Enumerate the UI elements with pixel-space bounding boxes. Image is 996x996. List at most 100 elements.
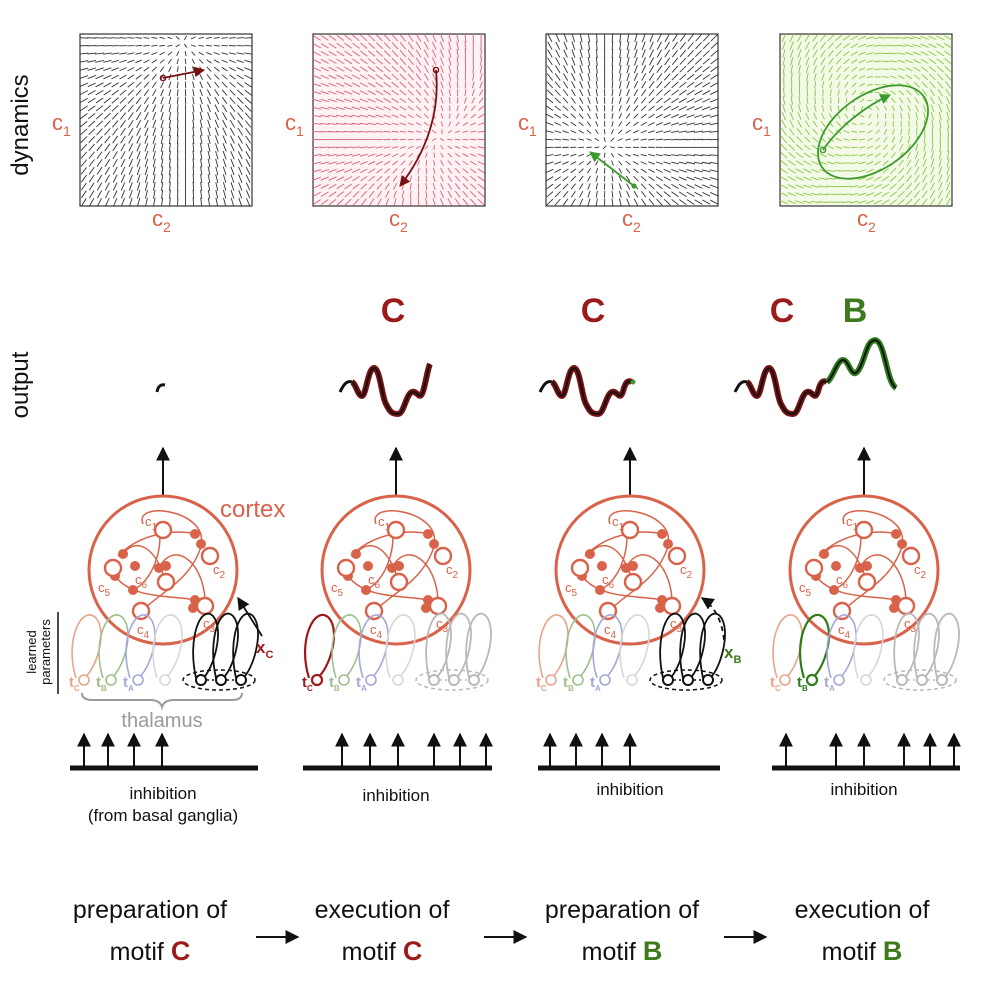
cortex-node-label: c5 bbox=[799, 580, 812, 599]
thalamic-unit-label: tC bbox=[536, 674, 547, 693]
thalamic-unit-label: tA bbox=[123, 674, 134, 693]
thalamus-brace bbox=[81, 692, 243, 711]
cortex-node-label: c2 bbox=[680, 562, 693, 581]
svg-text:c1: c1 bbox=[285, 110, 304, 139]
svg-text:parameters: parameters bbox=[38, 619, 53, 685]
svg-text:c2: c2 bbox=[152, 206, 171, 235]
caption-col1: preparation of motif C bbox=[73, 896, 227, 966]
output-trace-col3 bbox=[538, 364, 636, 418]
svg-text:c1: c1 bbox=[752, 110, 771, 139]
caption-col2: execution of motif C bbox=[315, 896, 450, 966]
axis-labels-panel-4: c1 c2 bbox=[752, 110, 876, 235]
svg-text:learned: learned bbox=[24, 630, 39, 673]
inhibition-label-col3: inhibition bbox=[596, 780, 663, 799]
dynamics-row-label: dynamics bbox=[7, 74, 34, 175]
inhibition-col4 bbox=[772, 732, 961, 771]
thalamic-unit-label: tC bbox=[770, 674, 781, 693]
inhibition-col3 bbox=[538, 732, 720, 771]
axis-labels-panel-2: c1 c2 bbox=[285, 110, 408, 235]
trajectory-3 bbox=[589, 151, 635, 187]
input-label-xb: xB bbox=[724, 643, 741, 666]
inhibition-sublabel-col1: (from basal ganglia) bbox=[88, 806, 238, 825]
trajectory-4-start bbox=[819, 146, 827, 154]
cortex-node-label: c3 bbox=[904, 616, 917, 635]
thalamic-unit-label: tA bbox=[356, 674, 367, 693]
trajectory-2-start bbox=[432, 66, 440, 74]
svg-text:preparation of: preparation of bbox=[73, 896, 227, 924]
svg-text:c1: c1 bbox=[52, 110, 71, 139]
cortex-node-label: c6 bbox=[836, 572, 849, 591]
output-trace-col2 bbox=[338, 362, 433, 418]
thalamic-unit-label: tB bbox=[563, 674, 574, 693]
cortex-node-label: c2 bbox=[914, 562, 927, 581]
output-trace-col1 bbox=[155, 383, 166, 393]
svg-text:motif C: motif C bbox=[342, 936, 423, 966]
svg-text:execution of: execution of bbox=[315, 896, 450, 924]
output-row-label: output bbox=[7, 351, 34, 418]
thalamic-unit-label: tB bbox=[96, 674, 107, 693]
svg-text:c2: c2 bbox=[857, 206, 876, 235]
dynamics-panel-4 bbox=[779, 33, 953, 207]
thalamic-unit-label: tB bbox=[329, 674, 340, 693]
svg-text:xC: xC bbox=[256, 638, 273, 661]
caption-col4: execution of motif B bbox=[795, 896, 930, 966]
svg-text:motif B: motif B bbox=[822, 936, 903, 966]
cortex-network-col3: c1 c2 c3 c4 c5 c6 tC tB tA bbox=[536, 494, 726, 693]
svg-text:c2: c2 bbox=[389, 206, 408, 235]
thalamic-unit-label: tC bbox=[69, 674, 80, 693]
trajectory-1-start bbox=[159, 74, 167, 82]
cortex-node-label: c5 bbox=[331, 580, 344, 599]
output-trace-col4 bbox=[733, 337, 899, 418]
cortex-node-label: c6 bbox=[135, 572, 148, 591]
svg-text:motif B: motif B bbox=[582, 936, 663, 966]
cortex-node-label: c4 bbox=[370, 622, 383, 641]
trajectory-1 bbox=[162, 66, 206, 79]
inhibition-label-col1: inhibition bbox=[129, 784, 196, 803]
cortex-node-label: c1 bbox=[612, 514, 625, 533]
thalamic-unit-label: tB bbox=[797, 674, 808, 693]
cortex-network-col4: c1 c2 c3 c4 c5 c6 tC tB tA bbox=[770, 494, 960, 693]
svg-text:xB: xB bbox=[724, 643, 741, 666]
caption-col3: preparation of motif B bbox=[545, 896, 699, 966]
svg-text:execution of: execution of bbox=[795, 896, 930, 924]
cortex-network-col2: c1 c2 c3 c4 c5 c6 tC tB tA bbox=[302, 494, 492, 693]
cortex-node-label: c4 bbox=[838, 622, 851, 641]
cortex-node-label: c6 bbox=[602, 572, 615, 591]
cortex-label: cortex bbox=[220, 496, 285, 523]
inhibition-label-col2: inhibition bbox=[362, 786, 429, 805]
trajectory-3-start bbox=[631, 183, 637, 189]
motif-label-col4-b: B bbox=[843, 292, 868, 330]
cortex-node-label: c4 bbox=[604, 622, 617, 641]
svg-text:preparation of: preparation of bbox=[545, 896, 699, 924]
thalamic-unit-label: tA bbox=[824, 674, 835, 693]
cortex-node-label: c3 bbox=[670, 616, 683, 635]
motif-label-col4-c: C bbox=[770, 292, 795, 330]
dynamics-panel-3 bbox=[545, 33, 719, 207]
inhibition-label-col4: inhibition bbox=[830, 780, 897, 799]
cortex-node-label: c4 bbox=[137, 622, 150, 641]
cortex-node-label: c1 bbox=[846, 514, 859, 533]
thalamic-unit-label: tC bbox=[302, 674, 313, 693]
svg-text:c1: c1 bbox=[518, 110, 537, 139]
cortex-node-label: c5 bbox=[565, 580, 578, 599]
thalamus-label: thalamus bbox=[121, 710, 202, 732]
motif-label-col3: C bbox=[581, 292, 606, 330]
cortex-node-label: c5 bbox=[98, 580, 111, 599]
dynamics-panel-1 bbox=[79, 33, 253, 207]
trajectory-2 bbox=[399, 69, 438, 187]
svg-text:c2: c2 bbox=[622, 206, 641, 235]
inhibition-col1 bbox=[70, 732, 258, 771]
axis-labels-panel-3: c1 c2 bbox=[518, 110, 641, 235]
input-label-xc: xC bbox=[256, 638, 273, 661]
dynamics-panel-2 bbox=[312, 33, 486, 207]
svg-text:motif C: motif C bbox=[110, 936, 191, 966]
inhibition-col2 bbox=[303, 732, 493, 771]
cortex-node-label: c1 bbox=[378, 514, 391, 533]
thalamic-unit-label: tA bbox=[590, 674, 601, 693]
cortex-node-label: c6 bbox=[368, 572, 381, 591]
cortex-network-col1: c1 c2 c3 c4 c5 c6 tC tB tA bbox=[69, 494, 263, 693]
cortex-node-label: c2 bbox=[446, 562, 459, 581]
trajectory-4-approach bbox=[822, 94, 891, 151]
cortex-node-label: c2 bbox=[213, 562, 226, 581]
